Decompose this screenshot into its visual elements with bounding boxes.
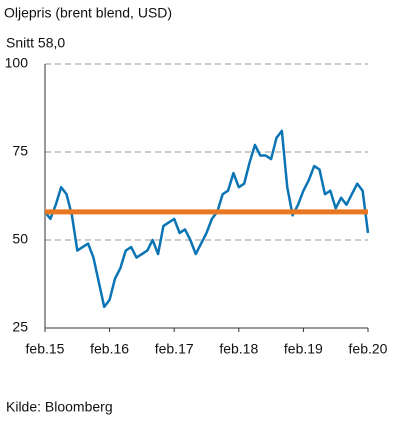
- source: Kilde: Bloomberg: [6, 399, 113, 415]
- x-tick-label: feb.15: [26, 341, 65, 357]
- price-line: [44, 129, 370, 309]
- chart-title: Oljepris (brent blend, USD): [4, 5, 172, 21]
- x-tick-label: feb.17: [155, 341, 194, 357]
- y-tick-label: 100: [5, 55, 29, 71]
- x-tick-label: feb.19: [284, 341, 323, 357]
- x-tick-label: feb.16: [90, 341, 129, 357]
- average-label: Snitt 58,0: [6, 35, 65, 51]
- y-tick-label: 25: [12, 319, 28, 335]
- x-tick-label: feb.18: [219, 341, 258, 357]
- y-tick-label: 50: [12, 231, 28, 247]
- x-tick-label: feb.20: [349, 341, 388, 357]
- y-tick-label: 75: [12, 143, 28, 159]
